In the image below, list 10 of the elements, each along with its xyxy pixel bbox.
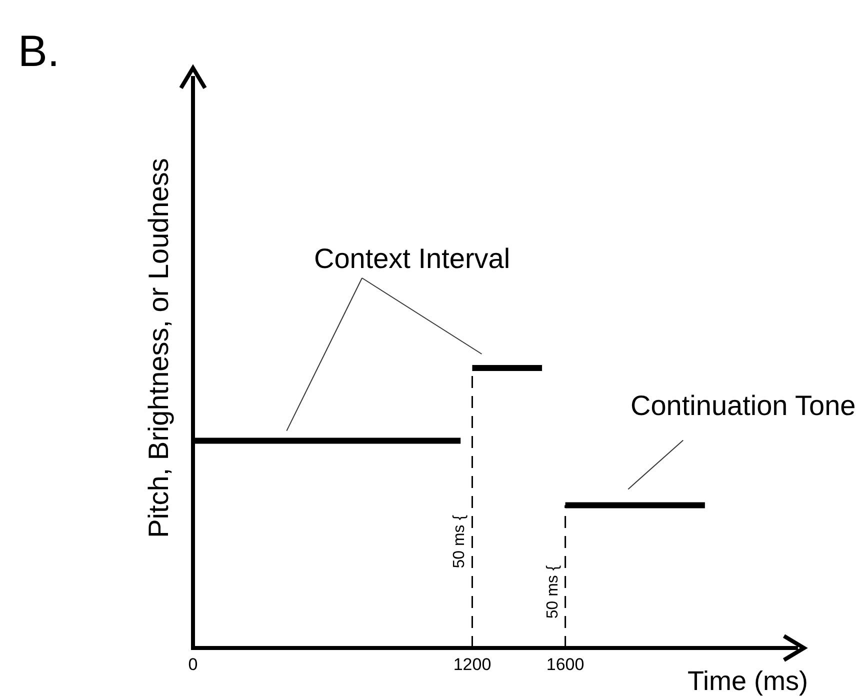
x-tick-label: 1200 <box>453 655 492 674</box>
x-axis-title: Time (ms) <box>688 666 808 696</box>
text: Context Interval <box>314 243 510 274</box>
y-axis-title: Pitch, Brightness, or Loudness <box>143 158 174 538</box>
chart-title: B. <box>18 27 60 76</box>
x-tick-label: 0 <box>188 655 198 674</box>
annotation: 50 ms { <box>544 564 562 619</box>
annotation: Continuation Tone <box>630 390 856 422</box>
annotation: 50 ms { <box>451 514 468 568</box>
x-tick-label: 1600 <box>546 655 584 674</box>
